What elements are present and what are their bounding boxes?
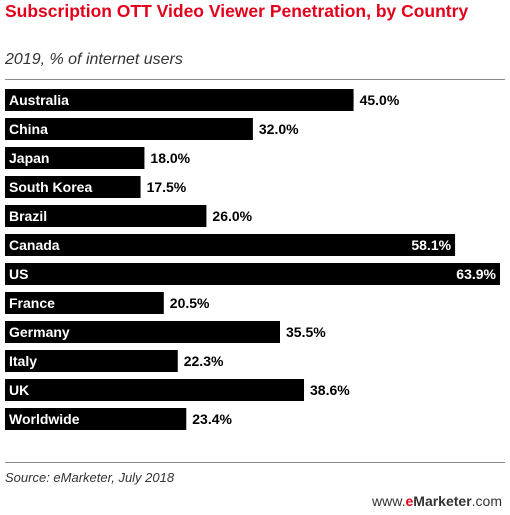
bar-uk: [5, 379, 305, 401]
value-label: 45.0%: [360, 92, 400, 108]
value-label: 63.9%: [456, 266, 496, 282]
category-label: Germany: [9, 324, 70, 340]
category-label: France: [9, 295, 55, 311]
brand-e: e: [405, 493, 414, 509]
category-label: China: [9, 121, 48, 137]
value-label: 58.1%: [411, 237, 451, 253]
category-label: Brazil: [9, 208, 47, 224]
value-label: 20.5%: [170, 295, 210, 311]
category-label: UK: [9, 382, 29, 398]
bar-china: [5, 118, 253, 140]
bar-canada: [5, 234, 456, 256]
bar-worldwide: [5, 408, 187, 430]
chart-title: Subscription OTT Video Viewer Penetratio…: [5, 1, 469, 21]
bar-brazil: [5, 205, 207, 227]
value-label: 23.4%: [192, 411, 232, 427]
bar-japan: [5, 147, 145, 169]
source-note: Source: eMarketer, July 2018: [5, 470, 175, 485]
bar-germany: [5, 321, 280, 343]
category-label: Japan: [9, 150, 49, 166]
bar-australia: [5, 89, 354, 111]
value-label: 18.0%: [150, 150, 190, 166]
value-label: 17.5%: [147, 179, 187, 195]
brand-suffix: .com: [471, 493, 502, 509]
brand-prefix: www.: [372, 493, 406, 509]
category-label: Worldwide: [9, 411, 80, 427]
value-label: 32.0%: [259, 121, 299, 137]
bar-france: [5, 292, 164, 314]
brand-rest: Marketer: [413, 493, 472, 509]
value-label: 26.0%: [212, 208, 252, 224]
category-label: Australia: [9, 92, 69, 108]
category-label: South Korea: [9, 179, 92, 195]
value-label: 38.6%: [310, 382, 350, 398]
top-divider: [5, 79, 505, 80]
chart-subtitle: 2019, % of internet users: [5, 51, 183, 68]
bar-south-korea: [5, 176, 141, 198]
category-label: Italy: [9, 353, 37, 369]
category-label: US: [9, 266, 28, 282]
value-label: 22.3%: [184, 353, 224, 369]
value-label: 35.5%: [286, 324, 326, 340]
bar-us: [5, 263, 500, 285]
category-label: Canada: [9, 237, 60, 253]
brand-logo: www.eMarketer.com: [372, 493, 502, 509]
bottom-divider: [5, 462, 505, 463]
bar-italy: [5, 350, 178, 372]
